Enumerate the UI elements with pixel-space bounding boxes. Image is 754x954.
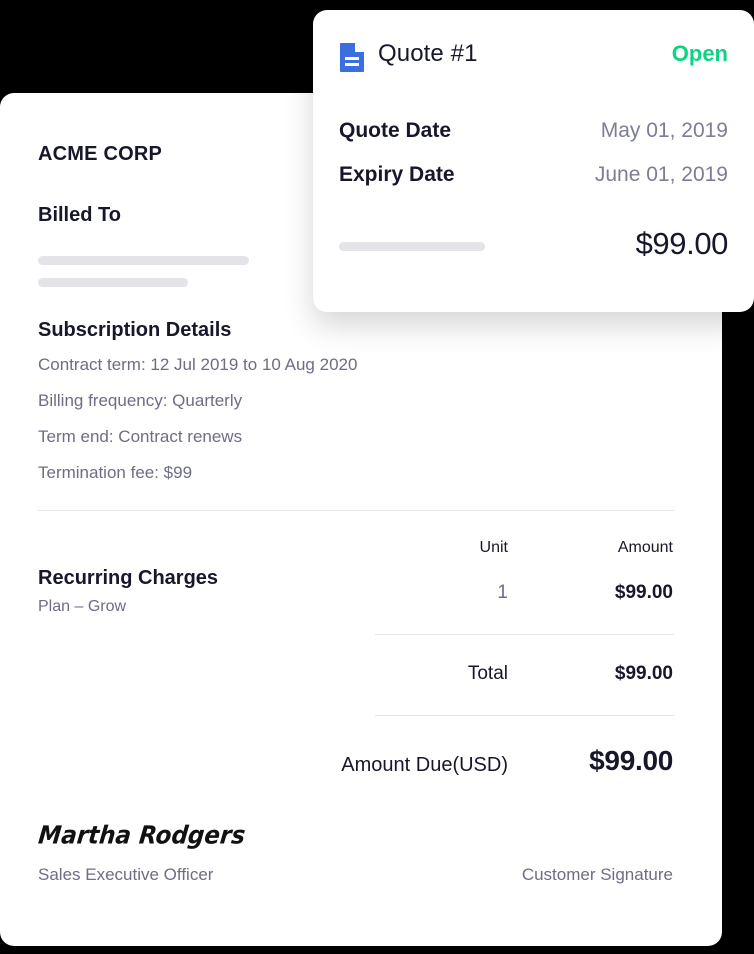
total-value: $99.00	[614, 663, 673, 684]
quote-summary-card[interactable]: Quote #1 Open Quote Date May 01, 2019 Ex…	[313, 10, 754, 312]
document-icon	[339, 42, 365, 72]
billed-to-placeholder-line-1	[38, 256, 249, 265]
quote-date-label: Quote Date	[339, 119, 452, 142]
quote-amount-value: $99.00	[635, 226, 729, 261]
quote-card-header: Quote #1 Open	[339, 40, 728, 78]
recurring-charges-title: Recurring Charges	[38, 567, 219, 589]
subscription-detail-billing-frequency: Billing frequency: Quarterly	[38, 391, 243, 410]
subscription-detail-contract-term: Contract term: 12 Jul 2019 to 10 Aug 202…	[38, 355, 358, 374]
section-divider	[38, 510, 674, 511]
expiry-date-value: June 01, 2019	[594, 163, 728, 186]
expiry-date-label: Expiry Date	[339, 163, 455, 186]
signature-name: Martha Rodgers	[37, 821, 247, 850]
quote-title: Quote #1	[378, 40, 478, 67]
recurring-charges-plan: Plan – Grow	[38, 598, 127, 615]
billed-to-label: Billed To	[38, 204, 121, 226]
charge-amount-value: $99.00	[614, 582, 673, 603]
amount-due-value: $99.00	[589, 745, 673, 776]
column-header-unit: Unit	[479, 539, 508, 556]
company-name: ACME CORP	[38, 143, 163, 165]
billed-to-placeholder-line-2	[38, 278, 188, 287]
signature-role: Sales Executive Officer	[38, 865, 214, 884]
subscription-detail-termination-fee: Termination fee: $99	[38, 463, 193, 482]
total-label: Total	[467, 663, 508, 684]
status-badge: Open	[671, 41, 728, 66]
quote-amount-placeholder	[339, 242, 485, 251]
amount-due-label: Amount Due(USD)	[341, 754, 508, 776]
totals-divider-top	[375, 634, 674, 635]
charge-unit-value: 1	[497, 582, 508, 603]
totals-divider-bottom	[375, 715, 674, 716]
customer-signature-label: Customer Signature	[521, 865, 673, 884]
column-header-amount: Amount	[617, 539, 673, 556]
subscription-detail-term-end: Term end: Contract renews	[38, 427, 243, 446]
quote-date-value: May 01, 2019	[600, 119, 728, 142]
subscription-details-title: Subscription Details	[38, 319, 232, 341]
